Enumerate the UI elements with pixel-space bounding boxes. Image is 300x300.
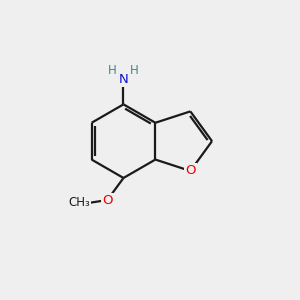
Text: O: O [102,194,112,207]
Text: N: N [118,74,128,86]
Text: H: H [108,64,117,77]
Text: O: O [185,164,196,177]
Text: CH₃: CH₃ [68,196,90,209]
Text: H: H [130,64,139,77]
